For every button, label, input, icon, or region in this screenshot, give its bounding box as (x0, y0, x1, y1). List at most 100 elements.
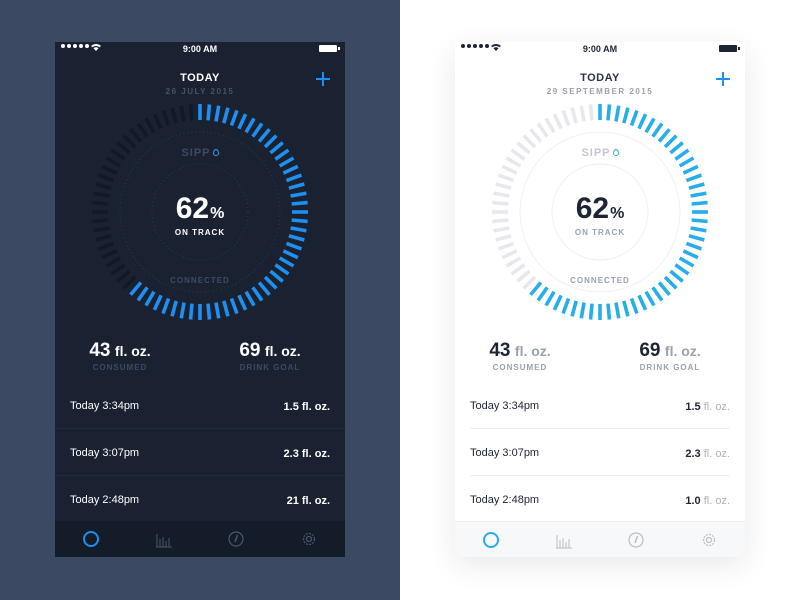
page-title: TODAY (580, 72, 620, 84)
thermometer-icon (628, 531, 644, 548)
list-item[interactable]: Today 2:48pm 21 fl. oz. (55, 476, 345, 523)
ring-tick (97, 241, 115, 251)
tab-home[interactable] (55, 521, 128, 557)
ring-tick (92, 218, 109, 224)
ring-tick (674, 148, 690, 161)
entry-amount: 2.3 fl. oz. (685, 448, 730, 460)
ring-tick (579, 302, 586, 319)
connection-status: CONNECTED (170, 276, 230, 285)
progress-label: ON TRACK (174, 228, 226, 237)
ring-tick (536, 286, 549, 302)
ring-tick (637, 113, 648, 130)
ring-tick (95, 182, 112, 190)
ring-tick (493, 226, 510, 233)
ring-tick (278, 156, 295, 168)
ring-tick (291, 218, 308, 224)
bar-chart-icon (155, 534, 172, 548)
ring-tick (493, 191, 510, 198)
ring-tick (290, 226, 307, 233)
ring-tick (116, 269, 131, 283)
circle-icon (483, 531, 500, 548)
ring-tick (678, 256, 695, 268)
ring-tick (614, 302, 621, 319)
ring-tick (588, 303, 594, 320)
brand-logo: SIPP (455, 147, 745, 159)
intake-list: Today 3:34pm 1.5 fl. oz. Today 3:07pm 2.… (55, 382, 345, 523)
ring-tick (136, 122, 149, 138)
ring-tick (685, 173, 703, 183)
ring-tick (188, 303, 194, 320)
ring-tick (669, 269, 684, 283)
ring-tick (222, 300, 230, 317)
battery-icon (319, 45, 340, 52)
tab-temperature[interactable] (600, 522, 673, 557)
brand-logo: SIPP (55, 147, 345, 159)
ring-tick (516, 141, 531, 155)
status-time: 9:00 AM (182, 44, 218, 54)
ring-tick (93, 226, 110, 233)
ring-tick (251, 122, 264, 138)
ring-tick (288, 182, 305, 190)
ring-tick (263, 134, 278, 149)
ring-tick (495, 234, 512, 242)
progress-percent: 62% (575, 192, 625, 225)
ring-tick (116, 141, 131, 155)
thermometer-icon (228, 531, 244, 547)
tab-settings[interactable] (273, 521, 346, 557)
wifi-icon (491, 44, 501, 51)
ring-tick (501, 249, 518, 260)
entry-time: Today 3:07pm (470, 447, 540, 459)
add-button[interactable] (315, 71, 331, 87)
ring-tick (214, 105, 221, 122)
ring-tick (278, 256, 295, 268)
tab-stats[interactable] (128, 521, 201, 557)
ring-tick (510, 263, 526, 276)
ring-tick (669, 141, 684, 155)
ring-tick (637, 294, 648, 311)
list-item[interactable]: Today 3:07pm 2.3 fl. oz. (55, 429, 345, 476)
tab-home[interactable] (455, 522, 528, 557)
ring-tick (110, 148, 126, 161)
inner-dashed-circle (119, 131, 281, 293)
ring-tick (122, 134, 137, 149)
signal-icon (61, 44, 89, 48)
ring-tick (257, 281, 271, 296)
ring-tick (229, 109, 239, 127)
ring-tick (691, 218, 708, 224)
list-item[interactable]: Today 3:34pm 1.5 fl. oz. (470, 382, 730, 429)
connection-status: CONNECTED (570, 276, 630, 285)
ring-tick (101, 164, 118, 175)
page-date: 29 SEPTEMBER 2015 (546, 87, 654, 96)
progress-ring (92, 104, 308, 320)
list-item[interactable]: Today 3:34pm 1.5 fl. oz. (55, 382, 345, 429)
ring-tick (497, 241, 515, 251)
ring-tick (651, 286, 664, 302)
circle-icon (83, 531, 100, 547)
entry-time: Today 3:07pm (70, 447, 140, 459)
tab-temperature[interactable] (200, 521, 273, 557)
add-button[interactable] (715, 71, 731, 87)
tab-settings[interactable] (673, 522, 746, 557)
ring-tick (682, 249, 699, 260)
stat-drink-goal: 69 fl. oz. DRINK GOAL (639, 340, 701, 372)
ring-tick (105, 156, 122, 168)
list-item[interactable]: Today 2:48pm 1.0 fl. oz. (470, 476, 730, 523)
ring-tick (691, 200, 708, 206)
tab-bar (55, 521, 345, 557)
ring-tick (136, 286, 149, 302)
ring-tick (251, 286, 264, 302)
bar-chart-icon (555, 534, 572, 548)
ring-tick (170, 300, 178, 317)
ring-tick (495, 182, 512, 190)
ring-tick (129, 281, 143, 296)
inner-dashed-circle (519, 131, 681, 293)
ring-tick (529, 281, 543, 296)
tab-stats[interactable] (528, 522, 601, 557)
battery-icon (719, 45, 740, 52)
ring-tick (105, 256, 122, 268)
list-item[interactable]: Today 3:07pm 2.3 fl. oz. (470, 429, 730, 476)
ring-ticks (492, 104, 708, 320)
page-title: TODAY (180, 72, 220, 84)
ring-tick (285, 241, 303, 251)
ring-tick (688, 234, 705, 242)
